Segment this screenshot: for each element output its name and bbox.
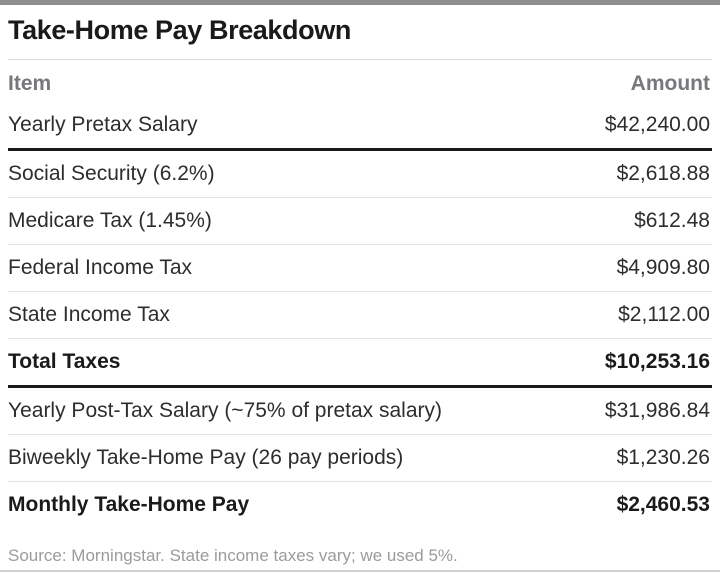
table-row-yearly-pretax-salary: Yearly Pretax Salary $42,240.00 bbox=[8, 102, 712, 151]
amount-cell: $2,618.88 bbox=[616, 162, 710, 185]
item-cell: Total Taxes bbox=[8, 350, 121, 373]
item-cell: Social Security (6.2%) bbox=[8, 162, 215, 185]
item-cell: Federal Income Tax bbox=[8, 256, 193, 279]
top-rule bbox=[0, 0, 720, 5]
item-cell: Yearly Post-Tax Salary (~75% of pretax s… bbox=[8, 399, 442, 422]
page-title: Take-Home Pay Breakdown bbox=[8, 0, 712, 60]
table-row-biweekly-take-home-pay: Biweekly Take-Home Pay (26 pay periods) … bbox=[8, 435, 712, 482]
table-row-yearly-post-tax-salary: Yearly Post-Tax Salary (~75% of pretax s… bbox=[8, 388, 712, 435]
column-header-amount: Amount bbox=[630, 72, 710, 95]
amount-cell: $31,986.84 bbox=[604, 399, 710, 422]
table-header-row: Item Amount bbox=[8, 60, 712, 102]
item-cell: State Income Tax bbox=[8, 303, 170, 326]
amount-cell: $2,460.53 bbox=[616, 493, 710, 516]
table-row-monthly-take-home-pay: Monthly Take-Home Pay $2,460.53 bbox=[8, 482, 712, 528]
amount-cell: $10,253.16 bbox=[604, 350, 710, 373]
bottom-rule bbox=[0, 570, 720, 572]
amount-cell: $42,240.00 bbox=[604, 113, 710, 136]
amount-cell: $1,230.26 bbox=[616, 446, 710, 469]
item-cell: Yearly Pretax Salary bbox=[8, 113, 198, 136]
amount-cell: $2,112.00 bbox=[618, 303, 710, 326]
table-row-total-taxes: Total Taxes $10,253.16 bbox=[8, 339, 712, 388]
table-row-state-income-tax: State Income Tax $2,112.00 bbox=[8, 292, 712, 339]
table-row-federal-income-tax: Federal Income Tax $4,909.80 bbox=[8, 245, 712, 292]
source-note: Source: Morningstar. State income taxes … bbox=[8, 546, 458, 565]
item-cell: Biweekly Take-Home Pay (26 pay periods) bbox=[8, 446, 404, 469]
table-row-social-security: Social Security (6.2%) $2,618.88 bbox=[8, 151, 712, 198]
table-row-medicare-tax: Medicare Tax (1.45%) $612.48 bbox=[8, 198, 712, 245]
item-cell: Monthly Take-Home Pay bbox=[8, 493, 250, 516]
amount-cell: $4,909.80 bbox=[616, 256, 710, 279]
column-header-item: Item bbox=[8, 72, 52, 95]
amount-cell: $612.48 bbox=[634, 209, 710, 232]
item-cell: Medicare Tax (1.45%) bbox=[8, 209, 212, 232]
